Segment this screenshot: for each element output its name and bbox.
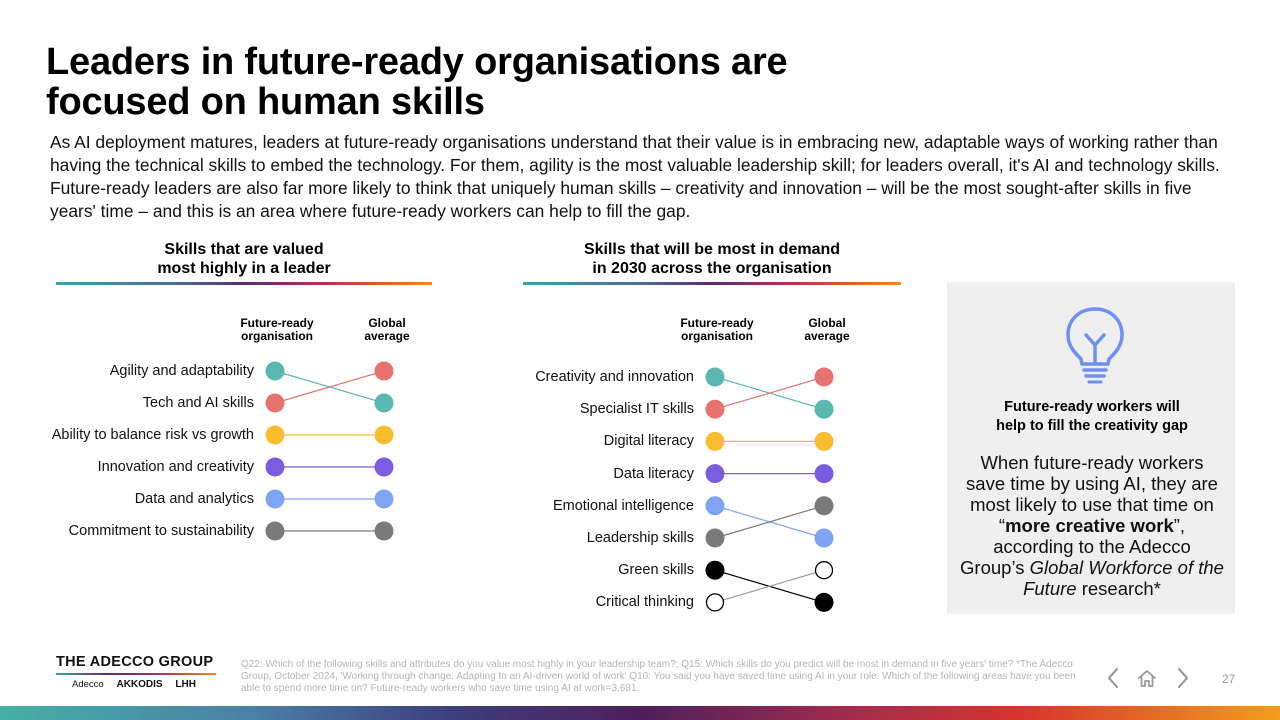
left-dot-future-ready-2 [265, 393, 285, 413]
left-dot-global-5 [374, 489, 394, 509]
callout-heading-line2: help to fill the creativity gap [996, 418, 1188, 434]
left-slope-line-2 [274, 370, 385, 404]
right-col-head-global-line2: average [804, 329, 850, 343]
page-number: 27 [1222, 672, 1236, 686]
left-skill-label-2: Tech and AI skills [142, 395, 254, 411]
page-title-line1: Leaders in future-ready organisations ar… [46, 41, 788, 83]
right-skill-label-8: Critical thinking [595, 594, 694, 611]
left-dot-global-1 [374, 393, 394, 413]
left-chart-title-line2: most highly in a leader [157, 260, 331, 277]
left-chart-title-line1: Skills that are valued [164, 241, 324, 258]
intro-paragraph: As AI deployment matures, leaders at fut… [50, 132, 1220, 221]
callout-body: When future-ready workers save time by u… [960, 452, 1224, 599]
right-dot-global-8 [814, 561, 834, 580]
previous-icon [1107, 667, 1119, 689]
left-col-head-global-line2: average [364, 329, 410, 343]
right-slope-line-2 [714, 376, 825, 410]
brand-gradient-bar [0, 706, 1280, 720]
right-slope-line-8 [714, 569, 825, 603]
next-icon [1177, 667, 1189, 689]
right-col-head-future-ready-line1: Future-ready [680, 316, 754, 330]
right-skill-label-2: Specialist IT skills [579, 401, 694, 418]
sub-brand-lhh: LHH [175, 679, 196, 690]
right-skill-label-7: Green skills [618, 562, 694, 579]
right-dot-global-3 [814, 431, 834, 451]
right-skill-label-4: Data literacy [613, 465, 694, 482]
left-dot-global-6 [374, 521, 394, 541]
right-chart-title-line2: in 2030 across the organisation [592, 260, 832, 277]
right-dot-future-ready-7 [705, 560, 725, 580]
right-skill-label-6: Leadership skills [586, 530, 694, 546]
callout-body-bold: more creative work [1005, 515, 1174, 536]
home-button[interactable] [1134, 664, 1160, 692]
left-dot-future-ready-4 [265, 457, 285, 477]
left-skill-label-5: Data and analytics [134, 491, 254, 507]
right-dot-global-7 [814, 592, 834, 612]
left-dot-global-2 [374, 361, 394, 381]
callout-body-text-1: When future-ready workers save time by u… [966, 452, 1218, 536]
sub-brands: Adecco AKKODIS LHH [72, 679, 206, 690]
left-dot-future-ready-1 [265, 361, 285, 381]
left-dot-future-ready-3 [265, 425, 285, 445]
right-dot-global-1 [814, 399, 834, 419]
right-skill-label-1: Creativity and innovation [535, 369, 694, 385]
right-dot-future-ready-8 [705, 593, 725, 612]
right-slope-line-6 [714, 505, 825, 539]
brand-logo: THE ADECCO GROUP [56, 654, 214, 670]
footnote: Q22: Which of the following skills and a… [241, 659, 1076, 694]
right-chart-divider [523, 282, 901, 285]
lightbulb-icon [1066, 307, 1124, 384]
previous-button[interactable] [1100, 664, 1126, 692]
right-dot-global-6 [814, 496, 834, 516]
right-dot-future-ready-5 [705, 496, 725, 516]
sub-brand-adecco: Adecco [72, 679, 104, 690]
callout-heading: Future-ready workers will help to fill t… [960, 398, 1224, 436]
callout-body-text-2: ”, according to the Adecco Group’s [960, 515, 1191, 578]
right-skill-label-5: Emotional intelligence [552, 497, 694, 514]
right-dot-future-ready-1 [705, 367, 725, 387]
right-col-head-future-ready: Future-ready organisation [662, 317, 772, 343]
right-dot-future-ready-6 [705, 528, 725, 548]
next-button[interactable] [1170, 664, 1196, 692]
right-dot-future-ready-2 [705, 399, 725, 419]
left-dot-future-ready-6 [265, 521, 285, 541]
right-chart-title-line1: Skills that will be most in demand [583, 241, 841, 258]
left-dot-future-ready-5 [265, 489, 285, 509]
sub-brand-akkodis: AKKODIS [116, 679, 163, 690]
left-col-head-future-ready-line2: organisation [240, 329, 313, 343]
right-dot-global-4 [814, 464, 834, 484]
left-dot-global-3 [374, 425, 394, 445]
brand-rule [56, 673, 216, 675]
right-dot-future-ready-4 [705, 464, 725, 484]
callout-body-italic: Global Workforce of the Future [1023, 557, 1224, 599]
page-title-line2: focused on human skills [46, 81, 485, 123]
left-col-head-global-line1: Global [368, 316, 406, 330]
left-col-head-global: Global average [332, 317, 442, 343]
left-col-head-future-ready: Future-ready organisation [222, 317, 332, 343]
left-col-head-future-ready-line1: Future-ready [240, 316, 314, 330]
right-dot-global-2 [814, 367, 834, 387]
left-skill-label-3: Ability to balance risk vs growth [51, 427, 254, 443]
callout-panel [947, 282, 1235, 614]
right-skill-label-3: Digital literacy [603, 433, 694, 450]
left-dot-global-4 [374, 457, 394, 477]
right-chart-title: Skills that will be most in demand in 20… [540, 240, 884, 278]
left-chart-divider [56, 282, 432, 285]
right-dot-future-ready-3 [705, 431, 725, 451]
left-skill-label-6: Commitment to sustainability [68, 523, 254, 539]
callout-heading-line1: Future-ready workers will [1004, 399, 1180, 415]
callout-body-text-3: research* [1076, 578, 1161, 599]
home-icon [1138, 670, 1156, 687]
left-chart-title: Skills that are valued most highly in a … [80, 240, 408, 278]
left-skill-label-4: Innovation and creativity [97, 459, 254, 475]
right-col-head-future-ready-line2: organisation [680, 329, 753, 343]
left-skill-label-1: Agility and adaptability [109, 363, 254, 379]
right-dot-global-5 [814, 528, 834, 548]
page-title: Leaders in future-ready organisations ar… [46, 42, 1046, 122]
right-col-head-global: Global average [772, 317, 882, 343]
right-col-head-global-line1: Global [808, 316, 846, 330]
